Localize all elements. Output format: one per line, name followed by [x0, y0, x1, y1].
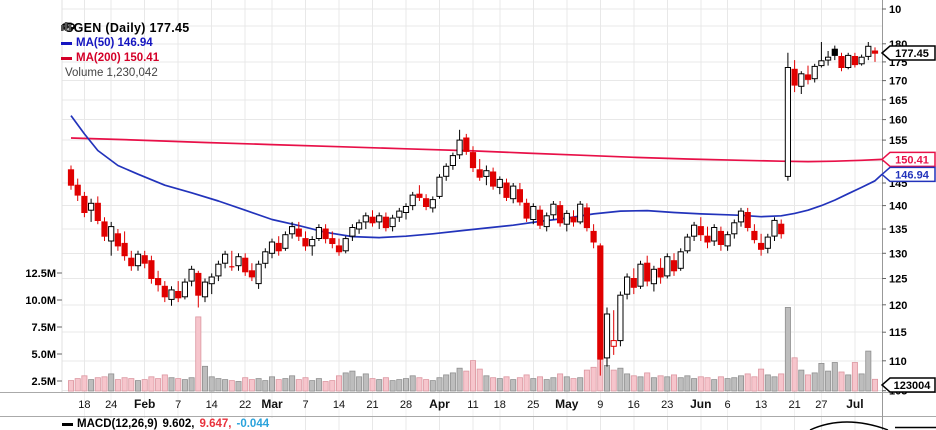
- legend-ma200-row: MA(200) 150.41: [61, 51, 190, 66]
- volume-label: Volume 1,230,042: [65, 67, 158, 79]
- chart-legend: SGEN (Daily) 177.45 MA(50) 146.94 MA(200…: [61, 21, 190, 81]
- macd-value: 9.602,: [162, 418, 195, 430]
- legend-ma50-row: MA(50) 146.94: [61, 36, 190, 51]
- macd-histogram-value: -0.044: [236, 418, 270, 430]
- ma200-line-swatch-icon: [61, 57, 72, 60]
- svg-text:7: 7: [175, 399, 181, 411]
- symbol-title: SGEN (Daily) 177.45: [65, 21, 190, 35]
- svg-text:24: 24: [105, 399, 117, 411]
- svg-text:Jun: Jun: [690, 397, 711, 411]
- ma50-line: [70, 115, 883, 239]
- svg-text:170: 170: [889, 76, 907, 88]
- legend-title-row: SGEN (Daily) 177.45: [61, 21, 190, 36]
- svg-text:165: 165: [889, 95, 907, 107]
- svg-text:7.5M: 7.5M: [32, 322, 56, 334]
- price-badge: 177.45: [880, 45, 936, 61]
- svg-text:110: 110: [889, 356, 907, 368]
- macd-line-swatch-icon: [62, 422, 73, 426]
- macd-legend: MACD(12,26,9) 9.602, 9.647, -0.044: [62, 418, 276, 430]
- svg-text:18: 18: [78, 399, 90, 411]
- date-axis: 18 24 Feb 7 14 22 Mar 7 14 21 28 Apr 11 18 25 May 9 16 23 J…: [78, 397, 863, 411]
- svg-text:10: 10: [889, 4, 901, 16]
- svg-text:6: 6: [725, 399, 731, 411]
- legend-volume-row: Volume 1,230,042: [61, 22, 190, 81]
- candles-layer: [67, 42, 879, 376]
- svg-text:160: 160: [889, 115, 907, 127]
- svg-text:10.0M: 10.0M: [25, 295, 56, 307]
- svg-text:14: 14: [206, 399, 218, 411]
- svg-text:28: 28: [400, 399, 412, 411]
- svg-text:123004: 123004: [894, 380, 932, 392]
- svg-text:27: 27: [815, 399, 827, 411]
- svg-text:16: 16: [628, 399, 640, 411]
- svg-text:Feb: Feb: [134, 397, 155, 411]
- price-badge: 150.41: [880, 151, 936, 168]
- svg-text:9: 9: [597, 399, 603, 411]
- ma50-label: MA(50) 146.94: [76, 37, 153, 49]
- svg-text:120: 120: [889, 300, 907, 312]
- price-axis: 1051101151201251301351401451501551601651…: [882, 4, 907, 398]
- svg-text:2.5M: 2.5M: [32, 376, 56, 388]
- svg-text:135: 135: [889, 224, 907, 236]
- macd-pane: [809, 421, 936, 430]
- volume-bars-layer: [68, 306, 879, 392]
- macd-label: MACD(12,26,9): [77, 418, 158, 430]
- svg-text:150.41: 150.41: [895, 154, 929, 166]
- ma200-line: [70, 137, 883, 163]
- svg-text:140: 140: [889, 201, 907, 213]
- price-badges: 177.45 150.41 146.94 123004: [880, 45, 936, 393]
- svg-text:130: 130: [889, 248, 907, 260]
- svg-text:146.94: 146.94: [895, 169, 930, 181]
- svg-text:115: 115: [889, 327, 907, 339]
- price-badge: 146.94: [880, 166, 936, 183]
- grid-lines: [61, 0, 882, 430]
- svg-text:13: 13: [755, 399, 767, 411]
- svg-text:21: 21: [366, 399, 378, 411]
- svg-text:125: 125: [889, 273, 907, 285]
- svg-text:25: 25: [527, 399, 539, 411]
- svg-text:Mar: Mar: [261, 397, 283, 411]
- svg-text:23: 23: [661, 399, 673, 411]
- svg-text:5.0M: 5.0M: [32, 349, 56, 361]
- svg-text:Apr: Apr: [429, 397, 450, 411]
- svg-text:18: 18: [494, 399, 506, 411]
- svg-text:Jul: Jul: [846, 397, 863, 411]
- price-badge: 123004: [880, 377, 936, 393]
- ma200-label: MA(200) 150.41: [76, 52, 160, 64]
- svg-text:7: 7: [302, 399, 308, 411]
- svg-text:12.5M: 12.5M: [25, 268, 56, 280]
- ma50-line-swatch-icon: [61, 42, 72, 45]
- svg-text:21: 21: [788, 399, 800, 411]
- macd-signal-value: 9.647,: [199, 418, 232, 430]
- svg-text:22: 22: [239, 399, 251, 411]
- volume-axis: 12.5M 10.0M 7.5M 5.0M 2.5M: [25, 268, 62, 388]
- svg-text:May: May: [555, 397, 579, 411]
- svg-text:177.45: 177.45: [895, 48, 929, 60]
- svg-text:11: 11: [467, 399, 478, 411]
- svg-text:155: 155: [889, 135, 907, 147]
- svg-text:14: 14: [333, 399, 345, 411]
